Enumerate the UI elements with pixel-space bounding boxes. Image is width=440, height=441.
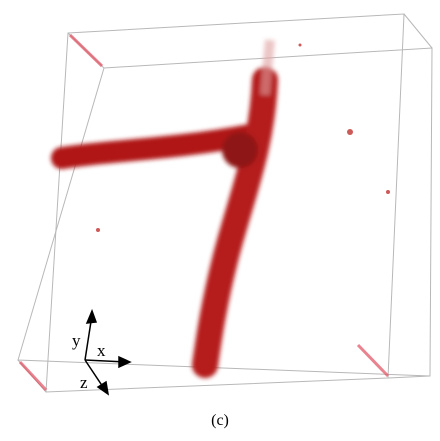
box-back-face bbox=[46, 14, 404, 392]
vertical-arm bbox=[205, 80, 265, 365]
junction bbox=[222, 132, 258, 168]
y-arrowhead bbox=[87, 311, 96, 323]
box-edge bbox=[404, 14, 432, 48]
figure-panel: y x z (c) bbox=[0, 0, 440, 441]
render: y x z bbox=[0, 0, 440, 405]
upper-tail bbox=[265, 40, 270, 95]
x-arrowhead bbox=[119, 357, 130, 367]
box-edge bbox=[388, 376, 430, 378]
axis-label-y: y bbox=[72, 331, 81, 350]
axis-triad bbox=[85, 311, 130, 394]
axis-label-z: z bbox=[80, 373, 88, 392]
axis-label-x: x bbox=[97, 341, 106, 360]
caption: (c) bbox=[0, 412, 440, 430]
horizontal-arm bbox=[62, 135, 250, 158]
z-arrowhead bbox=[98, 382, 108, 394]
